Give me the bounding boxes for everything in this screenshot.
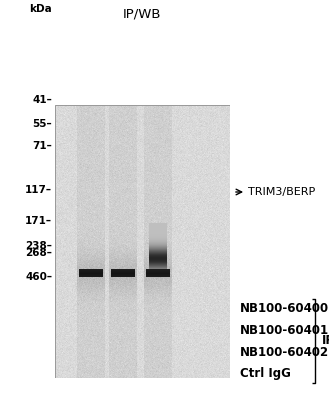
- Text: -: -: [89, 346, 93, 358]
- Text: Ctrl IgG: Ctrl IgG: [240, 368, 291, 380]
- Text: -: -: [120, 368, 126, 380]
- Text: +: +: [86, 302, 96, 314]
- Text: 71–: 71–: [32, 141, 52, 151]
- Text: NB100-60401: NB100-60401: [240, 324, 329, 336]
- Text: -: -: [120, 302, 126, 314]
- Text: 238–: 238–: [25, 241, 52, 251]
- Text: 41–: 41–: [32, 95, 52, 105]
- Text: -: -: [89, 368, 93, 380]
- Text: NB100-60400: NB100-60400: [240, 302, 329, 314]
- Text: -: -: [120, 346, 126, 358]
- Text: +: +: [153, 346, 163, 358]
- Text: TRIM3/BERP: TRIM3/BERP: [248, 187, 315, 197]
- Text: 55–: 55–: [32, 119, 52, 129]
- Text: -: -: [191, 302, 196, 314]
- Text: 171–: 171–: [25, 216, 52, 226]
- Text: NB100-60402: NB100-60402: [240, 346, 329, 358]
- Text: -: -: [155, 368, 161, 380]
- Text: IP: IP: [322, 334, 329, 348]
- Text: kDa: kDa: [29, 4, 52, 14]
- Text: IP/WB: IP/WB: [123, 8, 162, 20]
- Text: -: -: [191, 346, 196, 358]
- Text: -: -: [191, 324, 196, 336]
- Text: 460–: 460–: [25, 272, 52, 282]
- Text: +: +: [189, 368, 199, 380]
- Text: 268–: 268–: [25, 248, 52, 258]
- Text: -: -: [155, 324, 161, 336]
- Text: -: -: [89, 324, 93, 336]
- Text: +: +: [118, 324, 128, 336]
- Text: -: -: [155, 302, 161, 314]
- Text: 117–: 117–: [25, 185, 52, 195]
